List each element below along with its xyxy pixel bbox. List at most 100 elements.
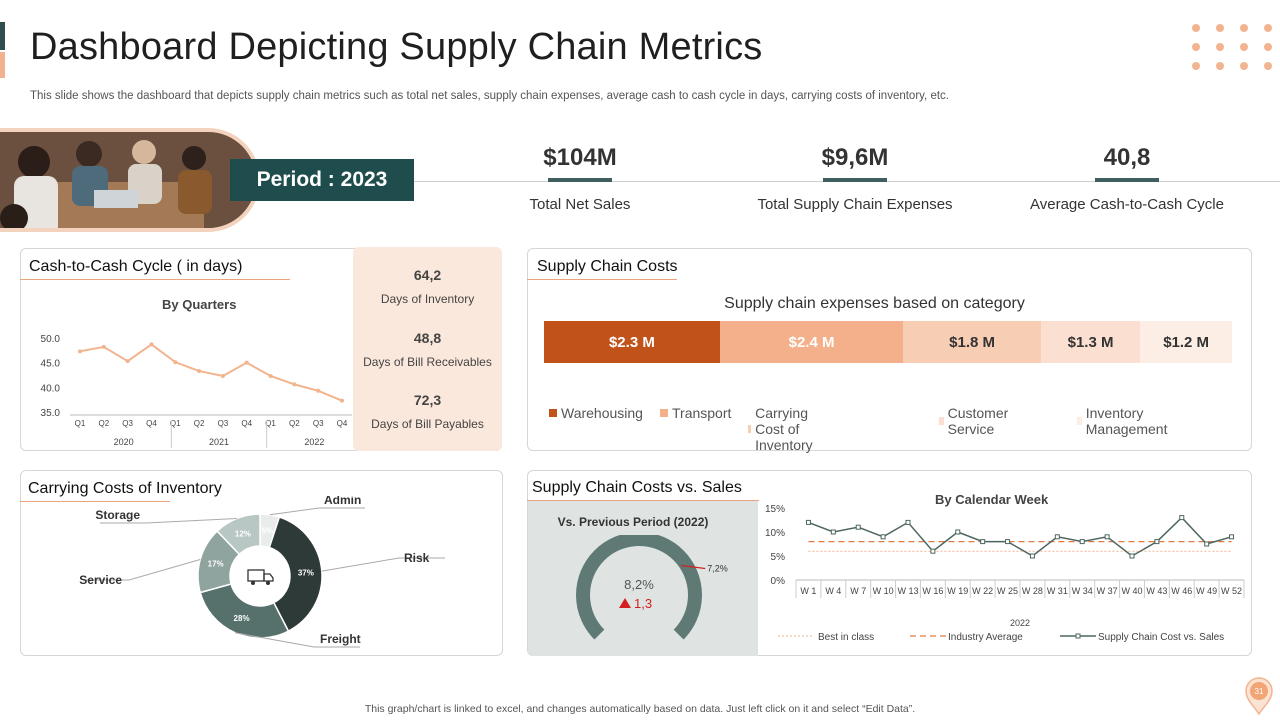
callout-line xyxy=(100,517,237,524)
x-tick-label: Q4 xyxy=(146,419,157,428)
x-tick-label: Q2 xyxy=(194,419,205,428)
days-of-inventory-label: Days of Inventory xyxy=(380,292,475,306)
data-point xyxy=(955,529,961,535)
cash-to-cash-line-chart: 35.0 40.0 45.0 50.0 Q1 Q2 Q3 Q4 Q1 Q2 Q3 Q4 Q1 Q2 Q3 Q4… xyxy=(41,334,352,448)
x-tick-label: W 4 xyxy=(825,586,841,596)
gauge-value: 8,2% xyxy=(624,577,654,592)
truck-wheel xyxy=(266,581,270,585)
title-underline xyxy=(20,501,170,502)
data-point xyxy=(316,388,321,393)
legend-label: Inventory Management xyxy=(1085,405,1168,437)
data-point xyxy=(292,382,297,387)
gauge-title: Vs. Previous Period (2022) xyxy=(557,515,709,529)
data-point xyxy=(805,519,811,525)
decorative-dots xyxy=(1192,24,1276,78)
data-point xyxy=(1229,534,1235,540)
x-tick-label: Q1 xyxy=(265,419,276,428)
x-tick-label: Q4 xyxy=(337,419,348,428)
costs-vs-sales-title: Supply Chain Costs vs. Sales xyxy=(532,479,742,496)
callout-line xyxy=(83,558,201,581)
photo-illustration xyxy=(0,132,256,228)
data-point xyxy=(830,529,836,535)
category-label: Risk xyxy=(404,551,430,565)
days-of-inventory-value: 64,2 xyxy=(413,267,442,283)
data-point xyxy=(220,373,225,378)
x-tick-label: Q1 xyxy=(170,419,181,428)
accent-bar xyxy=(0,22,5,50)
x-axis-title: 2022 xyxy=(1010,618,1030,628)
legend-label: Best in class xyxy=(818,632,874,643)
legend-label: Supply Chain Cost vs. Sales xyxy=(1098,632,1224,643)
legend-label: Industry Average xyxy=(948,632,1023,643)
dot xyxy=(1192,62,1200,70)
callout-line xyxy=(235,632,360,648)
legend-label: Transport xyxy=(672,405,732,421)
dot xyxy=(1192,43,1200,51)
legend-item: Warehousing xyxy=(549,405,643,421)
kpi-total-supply-chain-expenses: $9,6M Total Supply Chain Expenses xyxy=(735,144,975,213)
truck-icon xyxy=(247,569,274,585)
data-point xyxy=(1029,553,1035,559)
footer-note: This graph/chart is linked to excel, and… xyxy=(364,703,916,715)
page-number-badge: 31 xyxy=(1244,676,1274,716)
data-point xyxy=(1154,539,1160,545)
data-point xyxy=(880,534,886,540)
gauge-marker xyxy=(681,564,706,570)
kpi-total-net-sales: $104M Total Net Sales xyxy=(460,144,700,213)
data-point xyxy=(197,369,202,374)
carrying-costs-donut-chart: 5% 37% 28% 17% 12% Admin Risk Freight Service Sto… xyxy=(79,496,445,648)
dot xyxy=(1216,62,1224,70)
legend-swatch xyxy=(939,417,944,425)
bar-segment: $2.3 M xyxy=(544,321,720,363)
x-tick-label: W 52 xyxy=(1221,586,1242,596)
cash-to-cash-title: Cash-to-Cash Cycle ( in days) xyxy=(29,258,243,275)
calendar-week-line-chart: 0% 5% 10% 15% W 1 W 4 W 7 W 10 W 13 W 16 W 19 W 22 W… xyxy=(765,504,1245,643)
x-tick-label: Q3 xyxy=(122,419,133,428)
slice-percent-label: 12% xyxy=(235,529,251,538)
accent-bar xyxy=(0,52,5,78)
dot xyxy=(1240,43,1248,51)
data-point xyxy=(268,373,273,378)
data-point xyxy=(1079,539,1085,545)
x-tick-label: W 7 xyxy=(850,586,866,596)
x-tick-label: W 49 xyxy=(1196,586,1217,596)
dot xyxy=(1240,62,1248,70)
callout-line xyxy=(269,507,365,516)
days-of-bill-receivables-value: 48,8 xyxy=(413,330,442,346)
carrying-costs-title: Carrying Costs of Inventory xyxy=(28,480,222,497)
by-quarters-label: By Quarters xyxy=(162,297,237,312)
days-of-bill-payables-value: 72,3 xyxy=(413,392,442,408)
slice-percent-label: 28% xyxy=(234,614,250,623)
legend-item: Inventory Management xyxy=(1077,405,1171,437)
x-tick-label: Q4 xyxy=(241,419,252,428)
legend-item: Carrying Cost of Inventory xyxy=(748,405,818,453)
costs-subtitle: Supply chain expenses based on category xyxy=(724,295,1025,312)
x-tick-label: Q2 xyxy=(98,419,109,428)
x-tick-label: W 10 xyxy=(873,586,894,596)
kpi-underline xyxy=(548,178,612,182)
data-point xyxy=(244,360,249,365)
legend-swatch xyxy=(1077,417,1082,425)
page-title: Dashboard Depicting Supply Chain Metrics xyxy=(30,26,763,68)
y-tick-label: 0% xyxy=(771,576,786,587)
supply-chain-costs-title: Supply Chain Costs xyxy=(537,258,678,275)
x-group-label: 2022 xyxy=(304,437,324,447)
title-underline xyxy=(527,279,677,280)
data-point xyxy=(930,548,936,554)
by-calendar-week-label: By Calendar Week xyxy=(935,492,1049,507)
kpi-value: $104M xyxy=(543,144,617,171)
period-badge: Period : 2023 xyxy=(230,159,414,201)
legend-item: Customer Service xyxy=(939,405,1012,437)
y-tick-label: 5% xyxy=(771,552,786,563)
data-point xyxy=(78,349,82,354)
data-point xyxy=(1054,534,1060,540)
x-tick-label: W 34 xyxy=(1072,586,1093,596)
slice-percent-label: 37% xyxy=(298,568,314,577)
y-tick-label: 10% xyxy=(765,528,785,539)
page-subtitle: This slide shows the dashboard that depi… xyxy=(30,90,949,102)
data-point xyxy=(905,519,911,525)
data-point xyxy=(125,359,130,364)
kpi-label: Average Cash-to-Cash Cycle xyxy=(1030,196,1224,213)
kpi-underline xyxy=(823,178,887,182)
legend-marker xyxy=(1075,633,1081,639)
